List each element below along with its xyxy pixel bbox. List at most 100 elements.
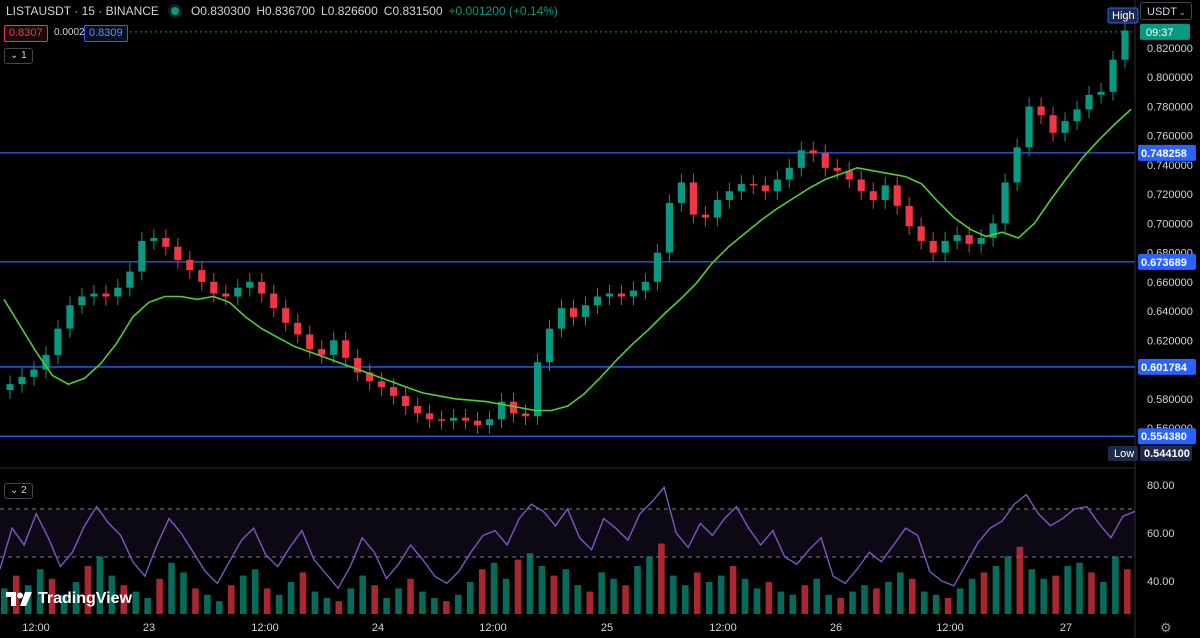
- volume-bar: [335, 601, 343, 614]
- y-tick-label: 0.640000: [1147, 306, 1193, 318]
- pane-2-toggle[interactable]: ⌄ 2: [4, 483, 33, 499]
- volume-bar: [920, 591, 928, 614]
- candle-body: [941, 240, 949, 253]
- volume-bar: [610, 578, 617, 614]
- gear-icon[interactable]: ⚙: [1160, 620, 1172, 635]
- candle-body: [6, 384, 14, 390]
- volume-bar: [120, 585, 128, 614]
- candle-body: [30, 369, 38, 377]
- candle-body: [641, 281, 650, 291]
- change-value: +0.001200 (+0.14%): [448, 4, 558, 18]
- volume-bar: [586, 591, 593, 614]
- moving-average-line: [3, 108, 1132, 412]
- volume-bar: [36, 569, 44, 614]
- volume-bar: [765, 582, 773, 614]
- volume-bar: [897, 572, 904, 614]
- volume-bar: [204, 594, 211, 614]
- volume-bar: [741, 578, 749, 614]
- candle-body: [90, 293, 98, 297]
- candle-body: [198, 270, 206, 282]
- candle-body: [138, 240, 146, 272]
- y-tick-label: 0.760000: [1147, 131, 1193, 143]
- spread-value: 0.0002: [54, 27, 85, 38]
- candle-body: [1001, 182, 1009, 224]
- symbol-label[interactable]: LISTAUSDT · 15 · BINANCE: [6, 4, 159, 18]
- volume-bar: [956, 588, 964, 614]
- y-tick-label: 0.820000: [1147, 43, 1193, 55]
- volume-bar: [251, 569, 259, 614]
- volume-bar: [1100, 582, 1107, 614]
- volume-bar: [526, 553, 534, 614]
- volume-bar: [789, 594, 797, 614]
- volume-bar: [693, 572, 701, 614]
- candle-body: [54, 328, 62, 355]
- horizontal-level-badge: [1138, 253, 1196, 270]
- volume-bar: [825, 594, 832, 614]
- candle-body: [1085, 94, 1093, 110]
- candle-body: [977, 238, 985, 244]
- candle-body: [294, 322, 302, 335]
- candle-body: [318, 349, 326, 355]
- volume-bar: [1052, 575, 1059, 614]
- market-status-icon: [170, 7, 179, 15]
- candle-body: [1109, 59, 1117, 92]
- candle-body: [617, 293, 626, 297]
- candle-body: [929, 240, 937, 253]
- candle-body: [114, 287, 122, 297]
- candle-body: [1097, 91, 1105, 95]
- candle-body: [378, 381, 386, 388]
- candle-body: [426, 413, 434, 420]
- volume-bar: [1076, 562, 1083, 614]
- x-tick-label: 12:00: [251, 622, 279, 634]
- volume-bar: [562, 569, 570, 614]
- volume-bar: [646, 556, 653, 614]
- volume-bar: [490, 562, 498, 614]
- volume-bar: [1016, 546, 1024, 614]
- buy-price-button[interactable]: 0.8309: [84, 25, 128, 42]
- volume-bar: [622, 585, 629, 614]
- volume-bar: [729, 566, 737, 614]
- candle-body: [78, 296, 86, 306]
- candle-body: [653, 252, 662, 282]
- candle-body: [473, 420, 482, 426]
- pane-1-label: 1: [21, 50, 27, 61]
- volume-bar: [359, 575, 366, 614]
- currency-select[interactable]: USDT ⌄: [1140, 2, 1192, 20]
- horizontal-level-badge: [1138, 144, 1196, 161]
- horizontal-level-label: 0.554380: [1141, 431, 1187, 443]
- candle-body: [270, 293, 278, 309]
- pane-1-toggle[interactable]: ⌄ 1: [4, 48, 33, 64]
- candle-body: [42, 354, 50, 370]
- candle-body: [1061, 121, 1069, 133]
- candle-body: [174, 246, 182, 260]
- candle-body: [593, 296, 602, 306]
- volume-bar: [347, 588, 355, 614]
- candle-body: [402, 395, 410, 407]
- candle-body: [581, 305, 590, 317]
- volume-bar: [849, 591, 856, 614]
- volume-bar: [944, 598, 952, 614]
- candle-body: [857, 179, 865, 192]
- volume-bar: [801, 585, 809, 614]
- high-value: H0.836700: [256, 4, 316, 18]
- candle-body: [186, 259, 194, 271]
- volume-bar: [407, 578, 414, 614]
- volume-bar: [1004, 556, 1012, 614]
- candle-body: [533, 362, 542, 417]
- volume-bar: [873, 588, 880, 614]
- volume-bar: [861, 585, 868, 614]
- volume-bar: [12, 575, 20, 614]
- volume-bar: [682, 585, 689, 614]
- x-tick-label: 12:00: [936, 622, 964, 634]
- candle-body: [102, 293, 110, 297]
- candle-body: [605, 293, 614, 297]
- low-value-badge: [1140, 446, 1192, 461]
- volume-bar: [885, 582, 892, 614]
- volume-bar: [180, 572, 187, 614]
- last-price-badge: [1140, 23, 1190, 40]
- tradingview-logo: TradingView: [6, 590, 132, 608]
- sell-price-button[interactable]: 0.8307: [4, 25, 48, 42]
- candle-body: [701, 214, 709, 218]
